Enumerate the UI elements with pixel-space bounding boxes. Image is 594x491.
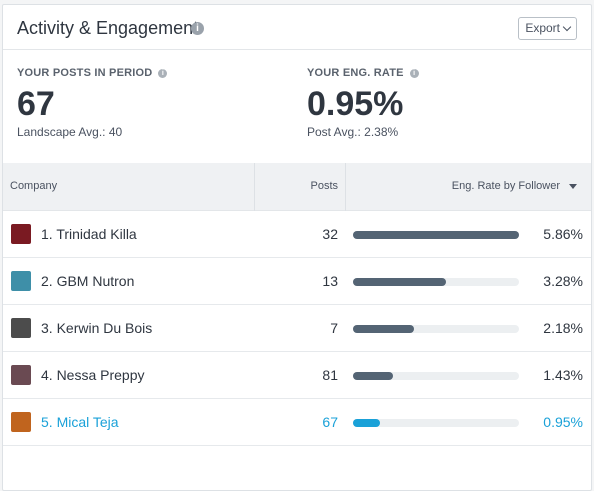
posts-stat: YOUR POSTS IN PERIOD i 67 Landscape Avg.… bbox=[17, 67, 168, 139]
info-icon[interactable]: i bbox=[158, 68, 168, 78]
chevron-down-icon bbox=[562, 22, 572, 32]
export-label: Export bbox=[525, 21, 560, 35]
company-name[interactable]: 1. Trinidad Killa bbox=[41, 226, 137, 242]
posts-stat-label: YOUR POSTS IN PERIOD bbox=[17, 67, 153, 79]
posts-count: 7 bbox=[330, 320, 338, 336]
eng-rate-value: 5.86% bbox=[543, 226, 583, 242]
eng-rate-bar-fill bbox=[353, 231, 519, 239]
rate-stat-label: YOUR ENG. RATE bbox=[307, 67, 404, 79]
table-row[interactable]: 5. Mical Teja 67 0.95% bbox=[3, 399, 591, 446]
column-eng-rate-label: Eng. Rate by Follower bbox=[451, 180, 560, 192]
posts-count: 67 bbox=[322, 414, 338, 430]
posts-count: 81 bbox=[322, 367, 338, 383]
card-title: Activity & Engagement bbox=[17, 18, 199, 38]
sort-down-icon bbox=[569, 183, 577, 189]
table-row[interactable]: 2. GBM Nutron 13 3.28% bbox=[3, 258, 591, 305]
eng-rate-bar-fill bbox=[353, 325, 414, 333]
posts-stat-average: Landscape Avg.: 40 bbox=[17, 125, 123, 139]
company-name[interactable]: 3. Kerwin Du Bois bbox=[41, 320, 153, 336]
company-name[interactable]: 2. GBM Nutron bbox=[41, 273, 135, 289]
eng-rate-value: 2.18% bbox=[543, 320, 583, 336]
activity-engagement-card: Activity & Engagement i Export YOUR POST… bbox=[2, 4, 592, 491]
info-icon[interactable]: i bbox=[191, 22, 204, 35]
eng-rate-bar bbox=[353, 372, 519, 380]
card-header: Activity & Engagement i Export bbox=[3, 5, 591, 50]
company-name[interactable]: 5. Mical Teja bbox=[41, 414, 119, 430]
avatar bbox=[11, 365, 31, 385]
table-header: Company Posts Eng. Rate by Follower bbox=[3, 163, 591, 211]
info-icon[interactable]: i bbox=[409, 68, 419, 78]
eng-rate-bar-fill bbox=[353, 278, 446, 286]
posts-count: 32 bbox=[322, 226, 338, 242]
engagement-table: Company Posts Eng. Rate by Follower 1. T… bbox=[3, 163, 591, 446]
rate-stat-value: 0.95% bbox=[307, 85, 404, 123]
table-row[interactable]: 1. Trinidad Killa 32 5.86% bbox=[3, 211, 591, 258]
rate-stat: YOUR ENG. RATE i 0.95% Post Avg.: 2.38% bbox=[307, 67, 419, 139]
eng-rate-bar bbox=[353, 419, 519, 427]
avatar bbox=[11, 412, 31, 432]
eng-rate-bar-fill bbox=[353, 419, 380, 427]
company-name[interactable]: 4. Nessa Preppy bbox=[41, 367, 145, 383]
eng-rate-bar bbox=[353, 325, 519, 333]
export-button[interactable]: Export bbox=[518, 17, 577, 40]
column-company[interactable]: Company bbox=[10, 180, 58, 192]
avatar bbox=[11, 318, 31, 338]
eng-rate-bar bbox=[353, 278, 519, 286]
eng-rate-value: 0.95% bbox=[543, 414, 583, 430]
eng-rate-bar bbox=[353, 231, 519, 239]
eng-rate-value: 1.43% bbox=[543, 367, 583, 383]
table-row[interactable]: 3. Kerwin Du Bois 7 2.18% bbox=[3, 305, 591, 352]
column-posts[interactable]: Posts bbox=[310, 180, 338, 192]
eng-rate-bar-fill bbox=[353, 372, 393, 380]
table-row[interactable]: 4. Nessa Preppy 81 1.43% bbox=[3, 352, 591, 399]
avatar bbox=[11, 271, 31, 291]
avatar bbox=[11, 224, 31, 244]
posts-stat-value: 67 bbox=[17, 85, 55, 123]
rate-stat-average: Post Avg.: 2.38% bbox=[307, 125, 399, 139]
posts-count: 13 bbox=[322, 273, 338, 289]
column-eng-rate[interactable]: Eng. Rate by Follower bbox=[452, 180, 577, 192]
eng-rate-value: 3.28% bbox=[543, 273, 583, 289]
